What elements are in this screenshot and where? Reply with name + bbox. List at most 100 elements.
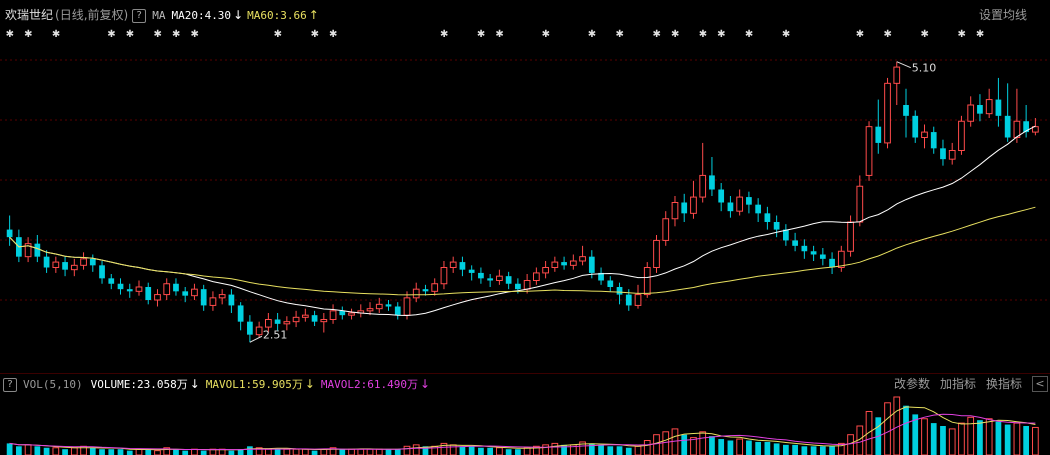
candle-body xyxy=(837,250,845,268)
volume-bar xyxy=(625,447,632,455)
volume-bar xyxy=(671,428,679,455)
candle-body xyxy=(1004,115,1011,138)
volume-bar xyxy=(200,450,207,455)
candle-body xyxy=(948,150,956,160)
candle-body xyxy=(80,258,87,266)
event-marker-icon: ✱ xyxy=(920,29,928,40)
volume-bar xyxy=(34,446,41,455)
volume-bar xyxy=(366,448,374,455)
event-marker-icon: ✱ xyxy=(172,29,180,40)
candle-body xyxy=(366,308,374,312)
volume-bar xyxy=(163,447,171,455)
event-marker-icon: ✱ xyxy=(957,29,965,40)
mavol1-arrow-icon: ↓ xyxy=(304,377,315,391)
volume-bar xyxy=(912,414,919,455)
candle-body xyxy=(412,288,420,299)
candle-body xyxy=(1023,121,1030,133)
candle-body xyxy=(829,258,835,268)
candle-body xyxy=(43,256,50,268)
candle-body xyxy=(200,289,207,306)
add-indicator-button[interactable]: 加指标 xyxy=(940,377,977,391)
candle-body xyxy=(145,287,152,300)
event-marker-icon: ✱ xyxy=(717,29,725,40)
candle-body xyxy=(912,115,919,138)
candle-body xyxy=(653,239,660,269)
help-icon[interactable]: ? xyxy=(132,8,147,23)
candle-body xyxy=(505,276,512,284)
ma60-label: MA60:3.66 xyxy=(247,9,307,22)
volume-bar xyxy=(24,444,32,455)
volume-bar xyxy=(773,443,780,455)
volume-bar xyxy=(385,449,392,455)
candle-body xyxy=(801,245,808,252)
candle-body xyxy=(967,104,975,122)
volume-bar xyxy=(662,431,670,455)
volume-bar xyxy=(228,450,235,455)
volume-bar xyxy=(607,446,614,455)
volume-bar xyxy=(348,448,355,455)
ma20-label: MA20:4.30 xyxy=(171,9,232,22)
volume-bar xyxy=(792,444,798,455)
candle-body xyxy=(440,267,448,285)
volume-bar xyxy=(247,446,253,455)
candle-body xyxy=(995,99,1002,116)
volume-bar xyxy=(311,450,318,455)
candle-body xyxy=(681,202,688,214)
candle-body xyxy=(847,221,854,252)
volume-bar xyxy=(412,444,420,455)
candle-body xyxy=(163,283,171,296)
candle-body xyxy=(265,319,272,328)
candle-body xyxy=(977,105,983,114)
candle-body xyxy=(339,310,346,316)
change-params-button[interactable]: 改参数 xyxy=(894,377,931,391)
candle-body xyxy=(755,204,762,214)
volume-bar xyxy=(99,449,105,455)
event-marker-icon: ✱ xyxy=(311,29,319,40)
event-marker-icon: ✱ xyxy=(745,29,753,40)
candle-body xyxy=(191,288,198,297)
volume-bar xyxy=(532,445,540,455)
volume-bar xyxy=(52,447,60,455)
volume-bar xyxy=(1013,422,1021,455)
candle-body xyxy=(24,243,32,258)
switch-indicator-button[interactable]: 换指标 xyxy=(986,377,1023,391)
candle-body xyxy=(135,286,143,292)
candle-body xyxy=(478,272,484,279)
vol-indicator-name: VOL(5,10) xyxy=(23,378,83,391)
volume-bar xyxy=(43,447,50,455)
candle-body xyxy=(921,131,928,138)
volume-bar xyxy=(865,411,873,455)
volume-bar xyxy=(940,426,946,455)
volume-bar xyxy=(339,449,346,455)
candle-body xyxy=(783,229,789,241)
volume-bar xyxy=(755,441,762,455)
volume-bar xyxy=(182,450,189,455)
ma20-arrow-icon: ↓ xyxy=(233,8,244,22)
nav-left-button[interactable]: < xyxy=(1032,376,1048,392)
candle-body xyxy=(34,243,41,257)
volume-bar xyxy=(15,446,22,455)
settings-ma-button[interactable]: 设置均线 xyxy=(979,8,1028,22)
candle-body xyxy=(329,310,337,321)
candle-body xyxy=(70,264,78,271)
vol-help-icon[interactable]: ? xyxy=(3,377,17,392)
candle-body xyxy=(690,196,697,214)
candle-body xyxy=(985,99,993,115)
candle-body xyxy=(607,280,614,287)
candle-body xyxy=(449,261,457,269)
volume-bar xyxy=(422,446,429,455)
candle-body xyxy=(903,105,909,116)
candle-body xyxy=(542,267,549,274)
volume-bar xyxy=(551,442,559,455)
volume-bar xyxy=(977,420,983,455)
ma60-line xyxy=(9,206,1036,296)
volume-bar xyxy=(764,441,771,455)
volume-bar xyxy=(948,428,956,455)
candle-body xyxy=(523,280,531,290)
candle-body xyxy=(468,269,475,273)
volume-bar xyxy=(320,448,328,455)
candle-body xyxy=(792,240,798,246)
candle-body xyxy=(643,267,651,296)
volume-bar xyxy=(681,434,688,455)
candle-body xyxy=(930,132,937,149)
